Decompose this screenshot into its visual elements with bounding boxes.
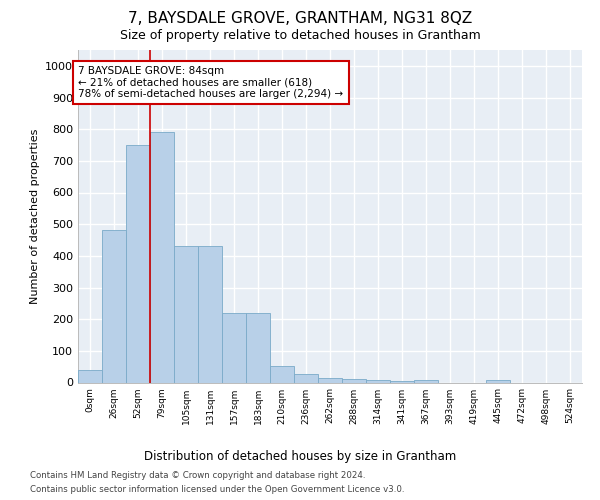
Bar	[366, 380, 390, 382]
Bar	[198, 246, 222, 382]
Bar	[150, 132, 174, 382]
Bar	[126, 145, 150, 382]
Text: Contains HM Land Registry data © Crown copyright and database right 2024.: Contains HM Land Registry data © Crown c…	[30, 471, 365, 480]
Text: 7, BAYSDALE GROVE, GRANTHAM, NG31 8QZ: 7, BAYSDALE GROVE, GRANTHAM, NG31 8QZ	[128, 11, 472, 26]
Text: 7 BAYSDALE GROVE: 84sqm
← 21% of detached houses are smaller (618)
78% of semi-d: 7 BAYSDALE GROVE: 84sqm ← 21% of detache…	[79, 66, 344, 99]
Bar	[342, 380, 366, 382]
Bar	[270, 366, 294, 382]
Bar	[246, 314, 270, 382]
Text: Contains public sector information licensed under the Open Government Licence v3: Contains public sector information licen…	[30, 485, 404, 494]
Bar	[102, 230, 126, 382]
Text: Distribution of detached houses by size in Grantham: Distribution of detached houses by size …	[144, 450, 456, 463]
Bar	[78, 370, 102, 382]
Bar	[318, 378, 342, 382]
Bar	[486, 380, 510, 382]
Text: Size of property relative to detached houses in Grantham: Size of property relative to detached ho…	[119, 29, 481, 42]
Bar	[222, 314, 246, 382]
Y-axis label: Number of detached properties: Number of detached properties	[29, 128, 40, 304]
Bar	[390, 381, 414, 382]
Bar	[294, 374, 318, 382]
Bar	[414, 380, 438, 382]
Bar	[174, 246, 198, 382]
